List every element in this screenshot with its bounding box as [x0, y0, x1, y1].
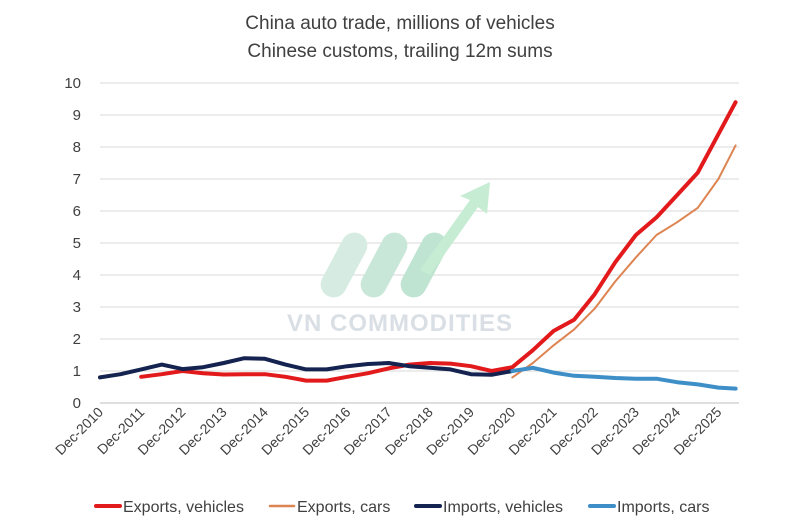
- series-lines: [98, 100, 738, 391]
- chart-subtitle: Chinese customs, trailing 12m sums: [247, 41, 552, 62]
- legend-label: Exports, vehicles: [123, 499, 244, 516]
- series-line: [511, 144, 737, 379]
- watermark-text: VN COMMODITIES: [287, 310, 513, 337]
- y-tick-label: 10: [64, 75, 81, 92]
- y-tick-label: 0: [73, 395, 81, 412]
- y-tick-label: 3: [73, 299, 81, 316]
- y-tick-label: 5: [73, 235, 81, 252]
- legend-label: Exports, cars: [297, 499, 390, 516]
- y-tick-label: 4: [73, 267, 81, 284]
- legend: Exports, vehicles Exports, cars Imports, v…: [94, 499, 709, 516]
- watermark-arrow-icon: [420, 182, 490, 275]
- series-line: [139, 100, 738, 383]
- y-tick-label: 2: [73, 331, 81, 348]
- legend-label: Imports, cars: [617, 499, 709, 516]
- y-tick-label: 8: [73, 139, 81, 156]
- series-line: [510, 365, 738, 391]
- y-tick-label: 1: [73, 363, 81, 380]
- legend-label: Imports, vehicles: [443, 499, 563, 516]
- y-tick-label: 7: [73, 171, 81, 188]
- gridlines: [100, 82, 739, 372]
- watermark-bar-2: [360, 232, 408, 298]
- y-axis-ticks: 0 1 2 3 4 5 6 7 8 9 10: [64, 75, 81, 412]
- watermark-bar-1: [320, 232, 368, 298]
- series-line: [98, 356, 515, 380]
- y-tick-label: 9: [73, 107, 81, 124]
- chart-title: China auto trade, millions of vehicles: [245, 13, 554, 34]
- watermark: VN COMMODITIES: [287, 182, 513, 337]
- y-tick-label: 6: [73, 203, 81, 220]
- x-axis-ticks: Dec-2010Dec-2011Dec-2012Dec-2013Dec-2014…: [52, 404, 725, 458]
